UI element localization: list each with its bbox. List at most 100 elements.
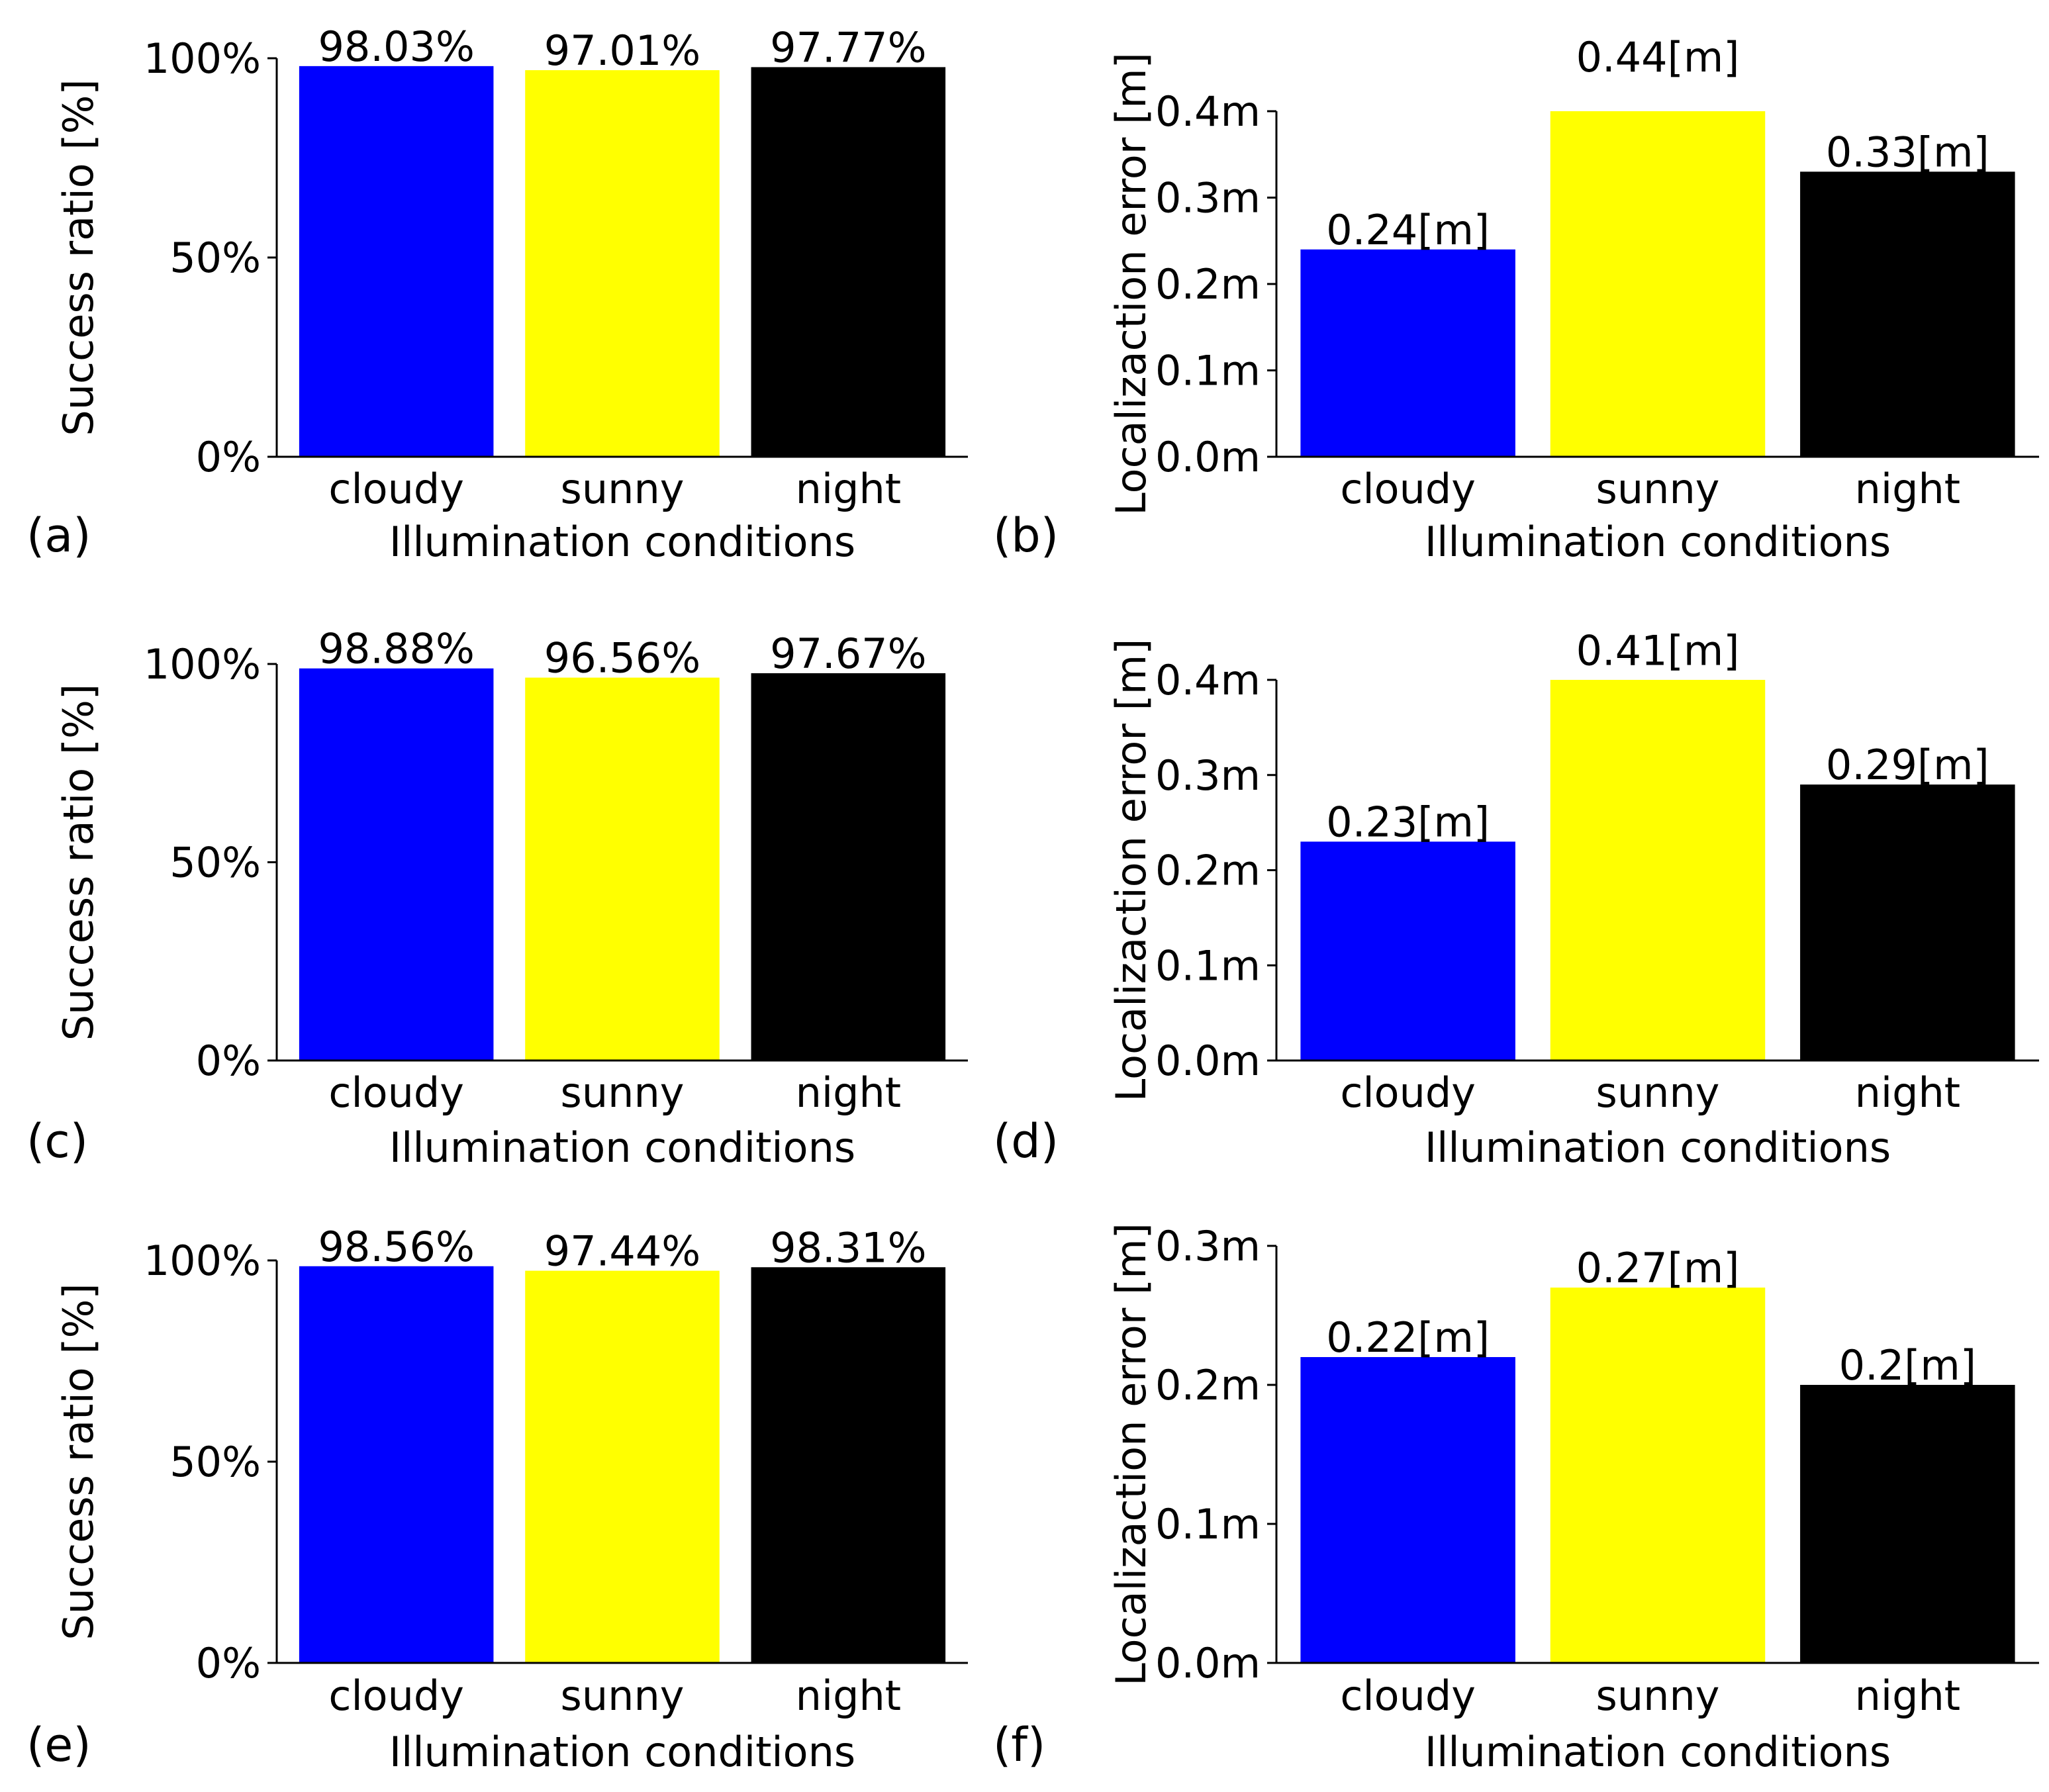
data-label-c-night: 97.67% <box>770 630 926 678</box>
x-axis-title-b: Illumination conditions <box>1425 518 1891 566</box>
y-tick-label-c-0: 0% <box>196 1037 261 1085</box>
panel-label-f: (f) <box>993 1718 1045 1772</box>
x-axis-title-e: Illumination conditions <box>389 1728 855 1776</box>
y-tick-label-f-3: 0.3m <box>1155 1222 1261 1270</box>
data-label-e-cloudy: 98.56% <box>318 1223 474 1271</box>
chart-panel-b: 0.24[m] cloudy 0.44[m] sunny 0.33[m] night 0.0… <box>993 33 2039 566</box>
bar-a-night <box>751 67 946 457</box>
chart-panel-a: 98.03% cloudy 97.01% sunny 97.77% night 0% 50% 1… <box>26 23 968 566</box>
y-tick-label-b-0: 0.0m <box>1155 433 1261 481</box>
y-tick-label-d-4: 0.4m <box>1155 656 1261 704</box>
data-label-f-sunny: 0.27[m] <box>1576 1244 1740 1292</box>
y-tick-label-c-2: 100% <box>144 640 261 688</box>
x-tick-label-b-sunny: sunny <box>1596 465 1720 513</box>
y-tick-label-c-1: 50% <box>169 839 261 887</box>
x-tick-label-f-cloudy: cloudy <box>1340 1672 1476 1720</box>
data-label-d-cloudy: 0.23[m] <box>1326 798 1490 846</box>
x-tick-label-d-sunny: sunny <box>1596 1068 1720 1117</box>
x-tick-label-a-cloudy: cloudy <box>328 465 464 513</box>
y-tick-label-d-3: 0.3m <box>1155 751 1261 800</box>
x-axis-title-d: Illumination conditions <box>1425 1123 1891 1172</box>
bar-a-cloudy <box>299 66 494 457</box>
y-tick-label-e-0: 0% <box>196 1639 261 1687</box>
y-axis-title-b: Localizaction error [m] <box>1107 52 1155 516</box>
x-tick-label-c-cloudy: cloudy <box>328 1068 464 1117</box>
y-tick-label-b-4: 0.4m <box>1155 87 1261 136</box>
data-label-a-cloudy: 98.03% <box>318 23 474 71</box>
data-label-d-night: 0.29[m] <box>1826 741 1989 789</box>
x-axis-title-c: Illumination conditions <box>389 1123 855 1172</box>
bar-f-cloudy <box>1300 1357 1515 1663</box>
data-label-f-night: 0.2[m] <box>1839 1341 1976 1390</box>
bar-e-night <box>751 1267 946 1663</box>
bar-c-sunny <box>525 677 720 1061</box>
y-axis-title-c: Success ratio [%] <box>54 684 103 1041</box>
chart-panel-d: 0.23[m] cloudy 0.41[m] sunny 0.29[m] night 0.0… <box>993 627 2039 1172</box>
data-label-e-night: 98.31% <box>770 1223 926 1272</box>
x-tick-label-c-sunny: sunny <box>561 1068 685 1117</box>
y-axis-title-e: Success ratio [%] <box>54 1283 103 1640</box>
bar-d-cloudy <box>1300 841 1515 1061</box>
data-label-b-night: 0.33[m] <box>1826 128 1989 176</box>
panel-label-b: (b) <box>993 508 1059 563</box>
x-tick-label-e-sunny: sunny <box>561 1672 685 1720</box>
bar-a-sunny <box>525 70 720 457</box>
y-tick-label-d-1: 0.1m <box>1155 941 1261 990</box>
chart-panel-f: 0.22[m] cloudy 0.27[m] sunny 0.2[m] night 0.0m… <box>993 1222 2039 1776</box>
x-tick-label-e-night: night <box>796 1672 901 1720</box>
data-label-b-cloudy: 0.24[m] <box>1326 206 1490 254</box>
bar-d-night <box>1800 784 2015 1061</box>
panel-label-a: (a) <box>26 508 91 563</box>
y-axis-title-d: Localizaction error [m] <box>1107 639 1155 1102</box>
x-tick-label-a-night: night <box>796 465 901 513</box>
y-tick-label-b-2: 0.2m <box>1155 260 1261 308</box>
y-tick-label-d-0: 0.0m <box>1155 1037 1261 1085</box>
y-tick-label-f-0: 0.0m <box>1155 1639 1261 1687</box>
bar-e-cloudy <box>299 1266 494 1663</box>
bar-c-cloudy <box>299 668 494 1061</box>
bar-f-sunny <box>1550 1288 1766 1663</box>
x-tick-label-a-sunny: sunny <box>561 465 685 513</box>
x-tick-label-d-night: night <box>1855 1068 1960 1117</box>
x-tick-label-f-sunny: sunny <box>1596 1672 1720 1720</box>
x-tick-label-b-cloudy: cloudy <box>1340 465 1476 513</box>
x-tick-label-e-cloudy: cloudy <box>328 1672 464 1720</box>
x-axis-title-f: Illumination conditions <box>1425 1728 1891 1776</box>
bar-b-sunny <box>1550 111 1766 457</box>
data-label-b-sunny: 0.44[m] <box>1576 33 1740 81</box>
data-label-d-sunny: 0.41[m] <box>1576 627 1740 675</box>
y-axis-title-f: Localizaction error [m] <box>1107 1223 1155 1686</box>
panel-label-e: (e) <box>26 1718 91 1772</box>
bar-e-sunny <box>525 1270 720 1663</box>
data-label-a-night: 97.77% <box>770 23 926 71</box>
data-label-c-cloudy: 98.88% <box>318 625 474 673</box>
x-tick-label-d-cloudy: cloudy <box>1340 1068 1476 1117</box>
y-tick-label-d-2: 0.2m <box>1155 847 1261 895</box>
data-label-f-cloudy: 0.22[m] <box>1326 1313 1490 1362</box>
x-tick-label-b-night: night <box>1855 465 1960 513</box>
bar-c-night <box>751 673 946 1061</box>
y-tick-label-a-1: 50% <box>169 234 261 282</box>
y-tick-label-b-3: 0.3m <box>1155 174 1261 222</box>
y-axis-title-a: Success ratio [%] <box>54 79 103 436</box>
bar-b-night <box>1800 171 2015 457</box>
bar-f-night <box>1800 1385 2015 1663</box>
bar-b-cloudy <box>1300 249 1515 457</box>
y-tick-label-a-2: 100% <box>144 34 261 83</box>
chart-panel-e: 98.56% cloudy 97.44% sunny 98.31% night 0% 50% 1… <box>26 1223 968 1776</box>
x-axis-title-a: Illumination conditions <box>389 518 855 566</box>
y-tick-label-b-1: 0.1m <box>1155 347 1261 395</box>
data-label-e-sunny: 97.44% <box>544 1227 700 1276</box>
y-tick-label-e-1: 50% <box>169 1438 261 1486</box>
panel-label-d: (d) <box>993 1114 1059 1168</box>
chart-panel-c: 98.88% cloudy 96.56% sunny 97.67% night 0% 50% 1… <box>26 625 968 1172</box>
data-label-c-sunny: 96.56% <box>544 634 700 683</box>
panel-label-c: (c) <box>26 1114 88 1168</box>
y-tick-label-e-2: 100% <box>144 1237 261 1285</box>
x-tick-label-f-night: night <box>1855 1672 1960 1720</box>
bar-d-sunny <box>1550 680 1766 1061</box>
x-tick-label-c-night: night <box>796 1068 901 1117</box>
data-label-a-sunny: 97.01% <box>544 26 700 75</box>
y-tick-label-a-0: 0% <box>196 433 261 481</box>
